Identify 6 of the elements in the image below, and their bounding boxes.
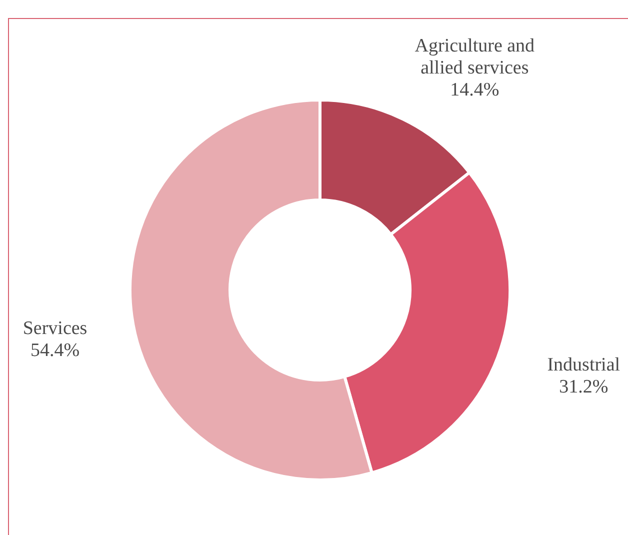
data-label: 54.4% <box>30 340 80 362</box>
slice-label: Agriculture and allied services <box>414 35 536 78</box>
slice-label: Industrial <box>547 354 620 376</box>
data-label: 31.2% <box>559 376 608 398</box>
slice-label: Services <box>22 318 88 340</box>
data-label: 14.4% <box>450 79 500 100</box>
